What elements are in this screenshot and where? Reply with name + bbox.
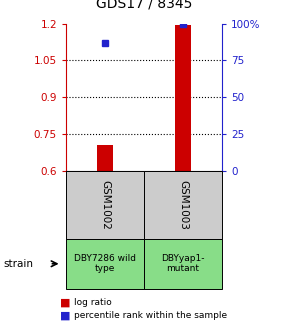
Text: log ratio: log ratio [74,298,111,307]
Text: DBYyap1-
mutant: DBYyap1- mutant [161,254,205,274]
Text: GSM1002: GSM1002 [100,180,110,230]
Bar [97,145,113,171]
Text: percentile rank within the sample: percentile rank within the sample [74,311,226,320]
Text: ■: ■ [60,311,70,321]
Text: DBY7286 wild
type: DBY7286 wild type [74,254,136,274]
Text: ■: ■ [60,297,70,307]
Bar [175,25,191,171]
Text: GSM1003: GSM1003 [178,180,188,230]
Text: strain: strain [3,259,33,269]
Text: GDS17 / 8345: GDS17 / 8345 [96,0,192,10]
